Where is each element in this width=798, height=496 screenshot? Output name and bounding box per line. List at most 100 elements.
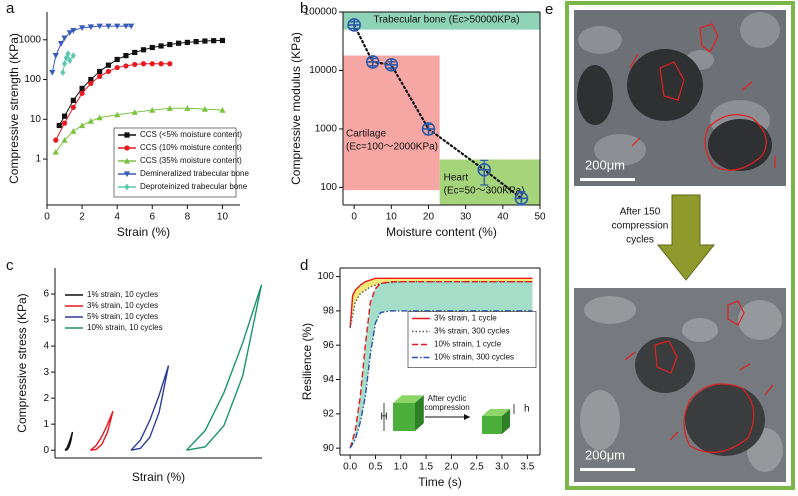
legend-label: CCS (10% moisture content) bbox=[140, 143, 242, 152]
legend-label: 10% strain, 1 cycle bbox=[434, 340, 502, 349]
x-tick-label: 6 bbox=[149, 212, 155, 223]
point bbox=[49, 69, 56, 76]
point bbox=[211, 38, 217, 44]
point bbox=[219, 107, 226, 113]
x-tick-label: 3.0 bbox=[495, 462, 509, 473]
y-tick-label: 98 bbox=[323, 306, 335, 317]
point bbox=[122, 23, 130, 30]
panel-label: b bbox=[300, 0, 308, 17]
x-axis-title: Moisture content (%) bbox=[386, 225, 497, 239]
point bbox=[132, 49, 138, 56]
x-axis-title: Strain (%) bbox=[117, 225, 170, 239]
pores bbox=[635, 337, 765, 456]
y-tick-label: 10 bbox=[30, 114, 42, 125]
x-tick-label: 1.0 bbox=[394, 462, 408, 473]
y-tick-label: 1 bbox=[35, 154, 41, 165]
y-tick-label: 6 bbox=[43, 289, 49, 300]
point bbox=[158, 61, 164, 67]
legend-label: 1% strain, 10 cycles bbox=[87, 290, 158, 299]
x-tick-label: 2.0 bbox=[444, 462, 458, 473]
point bbox=[140, 47, 147, 53]
y-axis-title: Resilience (%) bbox=[300, 323, 314, 400]
point bbox=[219, 37, 226, 44]
point bbox=[78, 122, 86, 129]
panel: d 90 92 94 96 98 100 0.0 0.5 1.0 1.5 2.0 2.5 3.0 3.5 Ti… bbox=[300, 257, 541, 489]
series-line bbox=[185, 284, 263, 451]
legend-label: 10% strain, 300 cycles bbox=[434, 353, 514, 362]
legend-label: 3% strain, 300 cycles bbox=[434, 327, 510, 336]
point bbox=[52, 53, 59, 59]
point bbox=[131, 109, 138, 115]
pore-outlines bbox=[624, 300, 774, 453]
arrow-text: After 150 bbox=[620, 207, 661, 218]
series-line bbox=[349, 310, 533, 449]
point bbox=[514, 191, 529, 206]
point bbox=[65, 50, 71, 57]
point bbox=[78, 25, 86, 31]
point bbox=[96, 114, 103, 121]
region-label: (Ec=50～300KPa) bbox=[444, 186, 525, 197]
legend-label: 5% strain, 10 cycles bbox=[87, 312, 158, 321]
pore-outlines bbox=[629, 23, 776, 171]
point bbox=[61, 113, 68, 119]
legend-marker bbox=[124, 132, 130, 138]
point bbox=[66, 30, 73, 36]
point bbox=[70, 128, 77, 134]
x-tick-label: 50 bbox=[534, 212, 546, 223]
point bbox=[56, 122, 62, 129]
point bbox=[88, 80, 94, 87]
legend-label: Deproteinized trabecular bone bbox=[140, 182, 248, 191]
legend-marker bbox=[123, 157, 131, 164]
scale-bar bbox=[580, 468, 635, 471]
band-fill bbox=[350, 278, 533, 329]
point bbox=[149, 61, 155, 67]
series-line bbox=[90, 410, 114, 451]
y-tick-label: 5 bbox=[43, 315, 49, 326]
legend-label: 3% strain, 1 cycle bbox=[434, 314, 497, 323]
y-tick-label: 100 bbox=[320, 182, 337, 193]
cube bbox=[482, 409, 510, 416]
point bbox=[477, 163, 492, 177]
point bbox=[61, 60, 68, 68]
point bbox=[105, 62, 112, 68]
y-tick-label: 100 bbox=[317, 271, 334, 282]
down-arrow bbox=[656, 194, 716, 281]
point bbox=[123, 63, 129, 69]
legend-box bbox=[113, 127, 237, 198]
y-axis-title: Compressive strength (KPa) bbox=[7, 33, 21, 184]
cube bbox=[482, 416, 502, 434]
inset-text: compression bbox=[424, 403, 469, 412]
point bbox=[175, 40, 182, 46]
inset-label: h bbox=[524, 404, 530, 415]
point bbox=[184, 39, 190, 45]
x-tick-label: 3.5 bbox=[520, 462, 534, 473]
point bbox=[384, 58, 399, 72]
point bbox=[97, 68, 103, 75]
y-axis-title: Compressive modulus (KPa) bbox=[289, 32, 303, 185]
cube bbox=[502, 409, 510, 434]
y-axis-title: Compressive stress (KPa) bbox=[15, 293, 29, 432]
point bbox=[149, 107, 156, 113]
shaded-region bbox=[343, 55, 440, 191]
point bbox=[114, 56, 120, 63]
panel: c 0 1 2 3 4 5 6 Strain (%) Compressive stress (KP… bbox=[6, 257, 263, 484]
point bbox=[79, 85, 85, 91]
scale-bar bbox=[580, 178, 635, 181]
x-tick-label: 4 bbox=[114, 212, 120, 223]
cube bbox=[393, 403, 415, 431]
point bbox=[57, 41, 65, 47]
panel-e: 200μm After 150 compression cycles 200μm… bbox=[545, 1, 795, 490]
point bbox=[70, 104, 76, 110]
x-tick-label: 10 bbox=[386, 212, 398, 223]
point bbox=[421, 122, 436, 136]
x-tick-label: 8 bbox=[185, 212, 191, 223]
x-tick-label: 30 bbox=[460, 212, 472, 223]
point bbox=[167, 61, 173, 67]
scale-label: 200μm bbox=[585, 157, 625, 172]
series-line bbox=[349, 277, 533, 329]
point bbox=[87, 24, 94, 31]
y-tick-label: 96 bbox=[323, 340, 335, 351]
x-axis-title: Time (s) bbox=[418, 475, 462, 489]
y-tick-label: 3 bbox=[43, 367, 49, 378]
series-line bbox=[349, 281, 533, 449]
